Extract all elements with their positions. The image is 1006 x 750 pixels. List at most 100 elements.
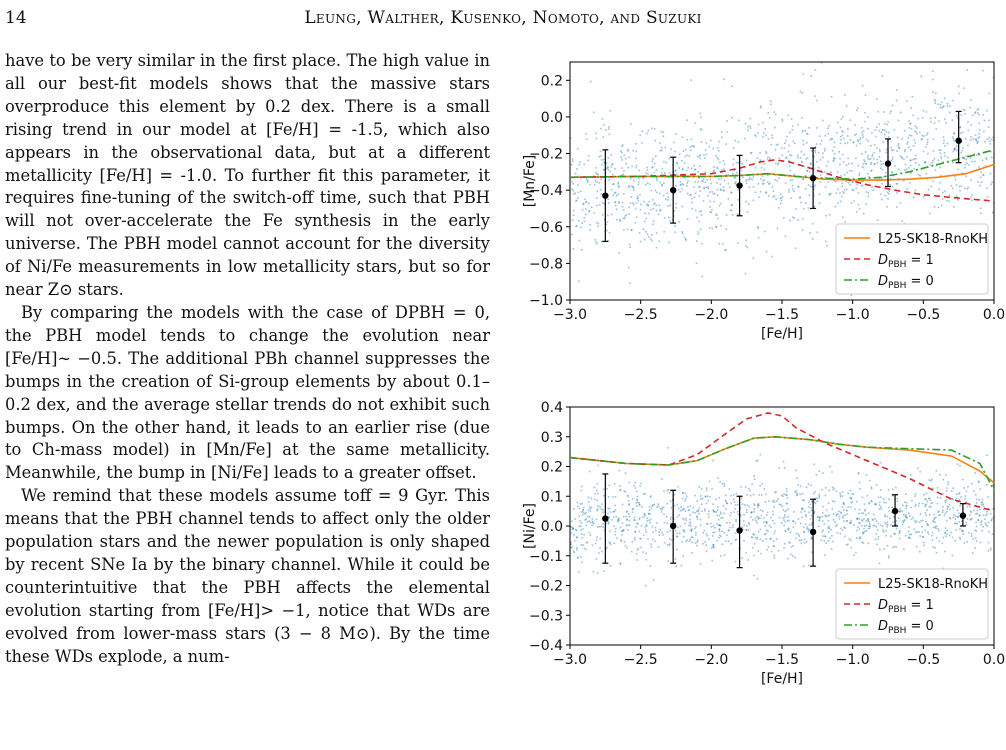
scatter-point [819,143,822,145]
scatter-point [871,186,873,188]
scatter-point [650,543,653,545]
scatter-point [813,492,815,495]
scatter-point [914,189,917,192]
scatter-point [641,142,643,144]
scatter-point [576,548,578,551]
scatter-point [886,206,888,208]
scatter-point [605,162,608,164]
scatter-point [737,199,740,201]
scatter-point [787,114,790,117]
scatter-point [742,520,745,522]
scatter-point [716,514,719,517]
scatter-point [743,514,745,516]
scatter-point [720,189,722,191]
scatter-point [748,523,751,526]
scatter-point [725,500,727,503]
scatter-point [777,162,780,164]
scatter-point [803,207,805,210]
scatter-point [694,122,697,124]
scatter-point [988,136,990,139]
scatter-point [753,508,755,510]
scatter-point [722,189,725,192]
scatter-point [868,523,871,525]
scatter-point [683,530,685,532]
scatter-point [942,161,945,163]
scatter-point [899,155,902,157]
scatter-point [606,520,609,522]
scatter-point [882,529,884,531]
scatter-point [890,535,892,537]
scatter-point [931,534,933,537]
scatter-point [849,119,852,121]
scatter-point [949,105,951,107]
scatter-point [608,516,610,519]
scatter-point [843,161,845,163]
scatter-point [630,229,632,231]
scatter-point [879,150,881,153]
scatter-point [881,183,884,185]
scatter-point [760,167,763,169]
scatter-point [614,530,617,533]
scatter-point [982,69,984,72]
scatter-point [707,499,709,502]
scatter-point [645,558,648,561]
scatter-point [718,536,720,539]
scatter-point [952,498,954,501]
scatter-point [852,181,854,183]
scatter-point [977,112,979,114]
scatter-point [708,145,711,148]
scatter-point [973,509,975,512]
scatter-point [925,514,927,516]
x-tick-label: −2.5 [624,652,658,668]
scatter-point [893,532,895,535]
scatter-point [765,152,768,154]
scatter-point [605,129,607,131]
scatter-point [802,73,805,75]
scatter-point [734,182,736,184]
scatter-point [914,505,917,507]
scatter-point [870,170,872,172]
scatter-point [818,495,820,497]
scatter-point [695,534,697,536]
scatter-point [698,176,700,179]
scatter-point [660,511,663,513]
scatter-point [976,109,979,111]
scatter-point [573,209,575,212]
scatter-point [813,206,815,208]
body-text-column: have to be very similar in the first pla… [5,50,490,668]
scatter-point [788,189,790,191]
scatter-point [803,165,806,168]
scatter-point [645,217,648,220]
y-tick-label: −0.6 [529,220,563,236]
y-tick-label: −0.4 [529,183,563,199]
scatter-point [707,516,710,518]
scatter-point [597,173,599,176]
scatter-point [946,487,948,489]
scatter-point [723,78,725,81]
scatter-point [745,180,747,182]
scatter-point [898,146,900,149]
scatter-point [702,542,704,545]
scatter-point [674,522,677,525]
scatter-point [916,531,919,533]
scatter-point [938,510,940,512]
scatter-point [657,503,659,505]
scatter-point [771,137,774,139]
scatter-point [909,537,912,540]
scatter-point [805,541,808,543]
scatter-point [905,504,908,507]
scatter-point [913,528,916,531]
scatter-point [673,493,676,496]
scatter-point [785,135,788,138]
scatter-point [589,470,591,473]
scatter-point [952,150,955,153]
scatter-point [751,511,753,513]
scatter-point [847,543,849,546]
scatter-point [745,529,747,531]
scatter-point [902,522,905,524]
scatter-point [745,182,748,185]
scatter-point [740,486,743,488]
scatter-point [898,537,901,540]
scatter-point [675,133,677,135]
scatter-point [656,522,658,524]
